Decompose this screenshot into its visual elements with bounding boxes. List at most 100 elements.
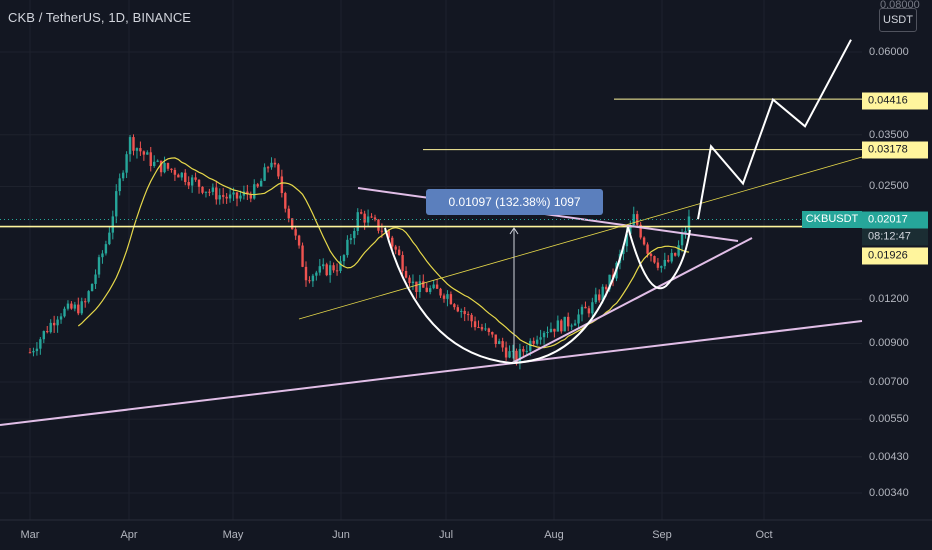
candle-body-93 <box>349 238 353 240</box>
candle-body-44 <box>180 172 183 178</box>
candle-body-174 <box>629 225 632 234</box>
candle-body-61 <box>239 195 242 199</box>
candle-body-180 <box>649 253 653 257</box>
candle-body-152 <box>553 328 556 332</box>
candle-body-176 <box>636 214 639 225</box>
candle-body-16 <box>84 301 87 303</box>
candle-body-99 <box>370 216 373 218</box>
candle-body-66 <box>256 184 259 187</box>
x-tick-label-2: May <box>222 529 244 541</box>
candle-body-80 <box>304 266 308 281</box>
y-tick-label-4: 0.00900 <box>869 337 909 350</box>
candle-body-135 <box>494 334 497 345</box>
projection-path <box>697 39 852 220</box>
candle-body-97 <box>363 213 366 223</box>
candle-body-160 <box>580 306 584 315</box>
candle-body-190 <box>684 231 687 235</box>
candle-body-146 <box>532 340 535 344</box>
handle-curve <box>627 226 691 290</box>
candle-body-186 <box>670 252 673 262</box>
candle-body-87 <box>328 265 332 276</box>
candle-body-101 <box>377 219 380 231</box>
candle-body-9 <box>59 316 63 320</box>
candle-body-79 <box>301 245 304 267</box>
candle-body-68 <box>263 167 266 181</box>
candle-body-145 <box>529 340 532 351</box>
candle-body-131 <box>480 327 484 330</box>
candle-body-7 <box>52 322 56 326</box>
candle-body-21 <box>101 253 104 258</box>
y-tick-label-3: 0.01200 <box>869 293 909 306</box>
candle-body-84 <box>318 266 321 273</box>
candle-body-163 <box>591 302 594 314</box>
candle-body-38 <box>159 160 163 173</box>
candle-body-141 <box>515 350 518 363</box>
candle-body-159 <box>577 314 580 324</box>
symbol-title[interactable]: CKB / TetherUS, 1D, BINANCE <box>8 10 192 25</box>
candle-body-39 <box>163 162 166 173</box>
candle-body-65 <box>253 184 256 199</box>
candle-body-10 <box>63 308 66 317</box>
candle-body-58 <box>228 194 232 199</box>
candle-body-109 <box>404 270 408 278</box>
support-trendline <box>0 320 863 426</box>
candle-body-132 <box>484 328 487 330</box>
candle-body-126 <box>463 310 466 315</box>
candle-body-107 <box>397 249 401 256</box>
candle-body-124 <box>456 307 459 312</box>
candle-body-67 <box>259 180 263 187</box>
candle-body-85 <box>322 264 325 267</box>
candle-body-11 <box>66 303 70 309</box>
candle-body-32 <box>139 148 142 152</box>
candle-body-187 <box>673 252 677 256</box>
x-tick-label-6: Sep <box>652 529 672 541</box>
candle-body-179 <box>646 244 649 254</box>
candle-body-18 <box>90 283 94 292</box>
candle-body-3 <box>39 339 42 349</box>
y-tick-label-2: 0.02500 <box>869 180 909 193</box>
candle-body-104 <box>387 230 390 238</box>
candle-body-129 <box>473 321 477 328</box>
candle-body-26 <box>118 178 121 192</box>
candle-body-36 <box>153 161 156 167</box>
candle-body-151 <box>549 328 553 332</box>
candle-body-1 <box>32 351 35 353</box>
candle-body-183 <box>660 266 663 268</box>
candle-body-120 <box>442 295 446 299</box>
candle-body-130 <box>477 327 480 329</box>
currency-button[interactable]: 0.08000 USDT <box>879 0 920 32</box>
candle-body-188 <box>677 245 680 256</box>
candle-body-182 <box>656 262 660 268</box>
candle-body-34 <box>146 152 149 155</box>
candle-body-113 <box>418 281 422 292</box>
candle-body-191 <box>687 216 691 232</box>
cup-curve <box>384 226 629 365</box>
candle-body-75 <box>287 208 290 219</box>
measure-arrow <box>509 227 519 235</box>
candle-body-57 <box>225 196 228 199</box>
candle-body-154 <box>560 320 563 332</box>
candle-body-2 <box>35 348 39 352</box>
candle-body-122 <box>449 294 453 305</box>
last-price-tag: 0.02017 <box>862 211 928 229</box>
candle-body-4 <box>42 331 45 340</box>
candle-body-119 <box>439 288 442 296</box>
level-tag-1: 0.04416 <box>862 92 928 110</box>
candle-body-92 <box>346 239 349 256</box>
y-tick-label-1: 0.03500 <box>869 128 909 141</box>
candle-body-15 <box>80 301 83 314</box>
candle-body-184 <box>663 259 666 267</box>
candle-body-162 <box>587 308 591 314</box>
candle-body-167 <box>604 286 608 290</box>
candle-body-155 <box>563 316 566 332</box>
candle-body-52 <box>208 191 211 193</box>
x-tick-label-7: Oct <box>755 529 773 541</box>
candle-body-108 <box>401 255 404 271</box>
candle-body-133 <box>487 328 491 333</box>
candle-body-148 <box>539 337 542 340</box>
candle-body-17 <box>87 291 90 302</box>
x-tick-label-1: Apr <box>120 529 138 541</box>
candle-body-102 <box>380 230 384 232</box>
candle-body-81 <box>308 280 311 282</box>
